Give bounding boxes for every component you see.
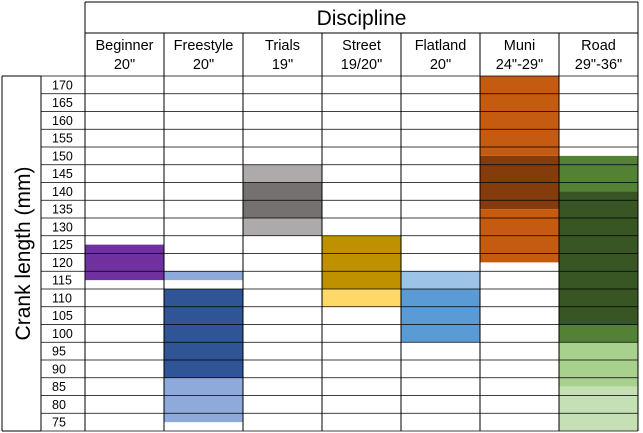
y-tick-label: 75 [52, 416, 66, 430]
column-header-beginner: Beginner [95, 38, 153, 54]
y-tick-label: 140 [52, 185, 73, 199]
band-road-2 [559, 324, 638, 343]
band-road-0 [559, 155, 638, 192]
y-tick-label: 85 [52, 380, 66, 394]
column-header-street: Street [342, 38, 381, 54]
y-tick-label: 145 [52, 167, 73, 181]
y-tick-label: 95 [52, 345, 66, 359]
column-subheader-road: 29"-36" [575, 57, 622, 73]
band-road-1 [559, 191, 638, 325]
y-tick-label: 90 [52, 362, 66, 376]
column-subheader-freestyle: 20" [193, 57, 214, 73]
band-freestyle-1 [164, 289, 243, 378]
column-subheader-flatland: 20" [430, 57, 451, 73]
y-axis-title: Crank length (mm) [12, 167, 35, 341]
band-freestyle-0 [164, 271, 243, 281]
column-header-road: Road [581, 38, 616, 54]
band-road-3 [559, 342, 638, 387]
y-tick-label: 125 [52, 238, 73, 252]
y-tick-label: 120 [52, 256, 73, 270]
band-freestyle-2 [164, 377, 243, 423]
y-tick-label: 135 [52, 203, 73, 217]
column-header-muni: Muni [504, 38, 535, 54]
column-subheader-muni: 24"-29" [496, 57, 543, 73]
y-tick-label: 160 [52, 114, 73, 128]
y-tick-label: 130 [52, 220, 73, 234]
column-header-trials: Trials [265, 38, 300, 54]
band-road-4 [559, 386, 638, 431]
y-tick-label: 150 [52, 149, 73, 163]
column-subheader-beginner: 20" [114, 57, 135, 73]
y-tick-label: 100 [52, 327, 73, 341]
column-header-freestyle: Freestyle [174, 38, 234, 54]
chart-title: Discipline [317, 7, 407, 30]
column-header-flatland: Flatland [415, 38, 467, 54]
column-subheader-street: 19/20" [341, 57, 382, 73]
band-flatland-0 [401, 271, 480, 289]
y-tick-label: 80 [52, 398, 66, 412]
band-beginner-0 [85, 244, 164, 281]
band-muni-0 [480, 76, 559, 156]
y-tick-label: 115 [52, 274, 72, 288]
band-trials-2 [243, 218, 322, 236]
y-tick-label: 155 [52, 132, 73, 146]
column-subheader-trials: 19" [272, 57, 293, 73]
y-tick-label: 170 [52, 78, 73, 92]
band-trials-0 [243, 164, 322, 183]
y-tick-label: 105 [52, 309, 73, 323]
band-street-0 [322, 235, 401, 289]
y-tick-label: 110 [52, 291, 72, 305]
band-street-1 [322, 289, 401, 307]
y-tick-label: 165 [52, 96, 73, 110]
band-flatland-1 [401, 289, 480, 343]
